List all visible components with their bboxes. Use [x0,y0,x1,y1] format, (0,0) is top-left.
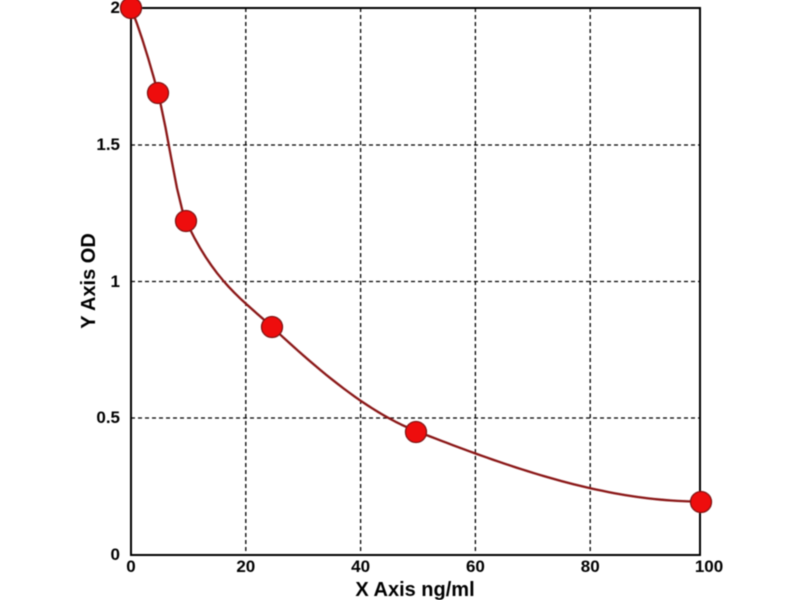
svg-text:0.5: 0.5 [96,408,120,427]
svg-text:1.5: 1.5 [96,135,120,154]
svg-text:2: 2 [111,0,120,17]
svg-text:0: 0 [111,545,120,564]
svg-text:80: 80 [581,557,600,576]
svg-text:0: 0 [126,557,135,576]
svg-text:40: 40 [351,557,370,576]
svg-text:Y Axis OD: Y Axis OD [78,233,100,329]
svg-text:1: 1 [111,272,120,291]
svg-text:60: 60 [466,557,485,576]
svg-text:100: 100 [695,557,723,576]
svg-text:X Axis ng/ml: X Axis ng/ml [355,579,474,600]
svg-text:20: 20 [236,557,255,576]
